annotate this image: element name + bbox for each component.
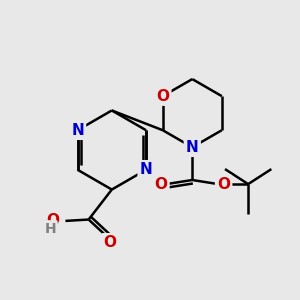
Text: O: O bbox=[156, 88, 169, 104]
Text: N: N bbox=[140, 162, 152, 177]
Text: H: H bbox=[45, 221, 56, 236]
Text: O: O bbox=[46, 213, 59, 228]
Text: O: O bbox=[154, 177, 167, 192]
Text: N: N bbox=[186, 140, 199, 155]
Text: O: O bbox=[217, 177, 230, 192]
Text: O: O bbox=[103, 235, 116, 250]
Text: N: N bbox=[71, 123, 84, 138]
